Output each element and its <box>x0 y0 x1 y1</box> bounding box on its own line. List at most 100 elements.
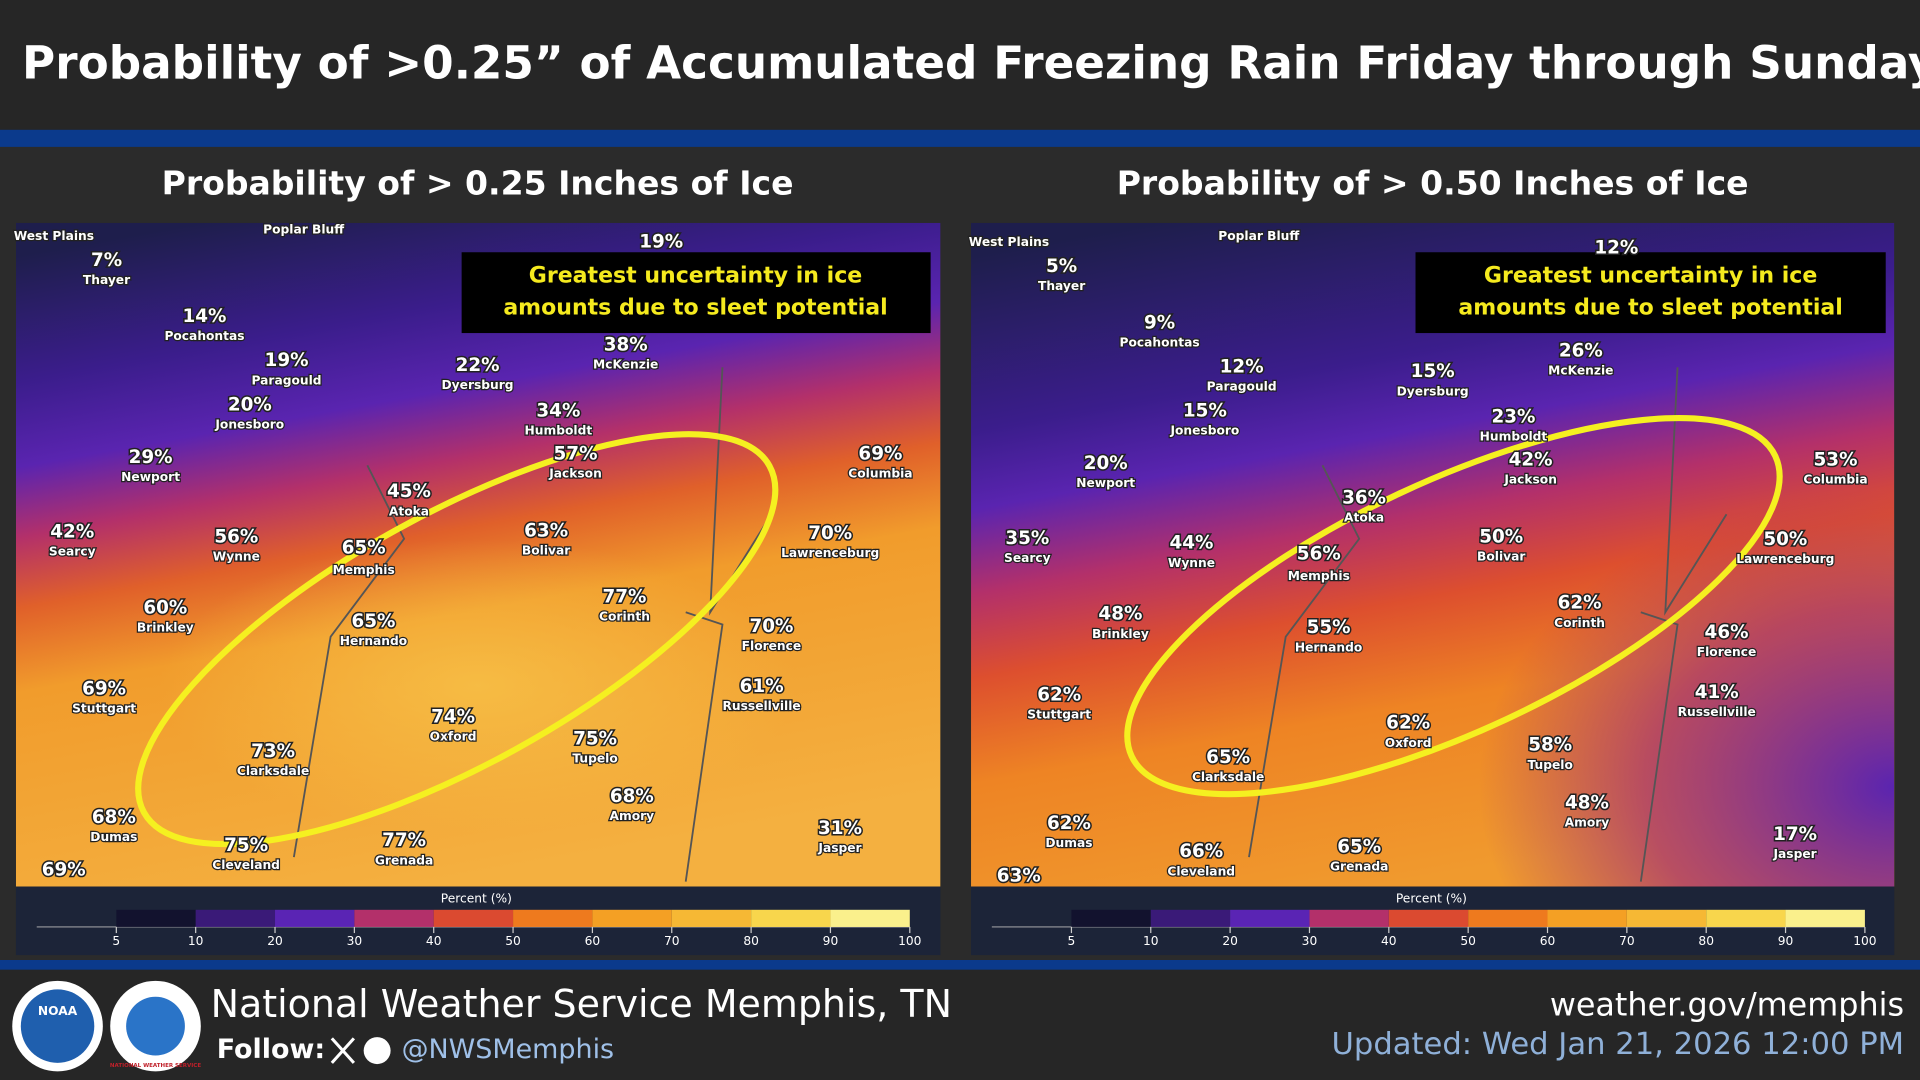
colorbar-swatch <box>513 909 593 927</box>
colorbar-swatch <box>1547 909 1627 927</box>
city-name: Russellville <box>1678 705 1756 719</box>
city-name: Jonesboro <box>214 417 284 431</box>
city-value: 50% <box>1479 527 1523 548</box>
city-name: Cleveland <box>1167 864 1235 878</box>
city-value: 15% <box>1411 361 1455 382</box>
colorbar-tick-label: 5 <box>112 934 120 948</box>
city-name: Atoka <box>1344 510 1384 524</box>
city-name: Newport <box>121 470 180 484</box>
city-name: Jonesboro <box>1169 424 1239 438</box>
colorbar-swatch <box>354 909 434 927</box>
facebook-icon[interactable] <box>363 1037 391 1065</box>
city-value: 63% <box>524 520 568 541</box>
stripe <box>0 960 1920 970</box>
city-name: Oxford <box>1385 736 1432 750</box>
city-name: Searcy <box>1004 551 1051 565</box>
colorbar-tick-label: 10 <box>1143 934 1159 948</box>
logo-text: NATIONAL WEATHER SERVICE <box>110 1063 201 1069</box>
colorbar-tick-label: 5 <box>1068 934 1076 948</box>
city-name: Jasper <box>817 841 861 855</box>
city-name: Clarksdale <box>1192 770 1264 784</box>
city-value: 20% <box>228 394 272 415</box>
colorbar-swatch <box>116 909 196 927</box>
city-name: Florence <box>1697 645 1757 659</box>
highlight-ellipse <box>1124 415 1783 798</box>
city-value: 66% <box>1179 841 1223 862</box>
colorbar-swatch <box>195 909 276 927</box>
city-value: 9% <box>1144 312 1175 333</box>
stripe <box>0 129 1920 147</box>
city-name: Atoka <box>389 504 429 518</box>
colorbar-tick-label: 80 <box>1698 934 1714 948</box>
city-value: 26% <box>1559 340 1603 361</box>
header-bg <box>0 0 1920 130</box>
colorbar-swatch <box>1468 909 1548 927</box>
colorbar-swatch <box>1388 909 1469 927</box>
city-name: Columbia <box>1803 473 1867 487</box>
city-name: Humboldt <box>525 424 593 438</box>
x-icon[interactable] <box>330 1037 356 1064</box>
colorbar-swatch <box>275 909 355 927</box>
city-name: Amory <box>610 809 655 823</box>
city-value: 73% <box>251 741 295 762</box>
url[interactable]: weather.gov/memphis <box>1550 986 1904 1024</box>
colorbar-swatch <box>751 909 831 927</box>
colorbar-tick-label: 90 <box>1778 934 1794 948</box>
city-name: Hernando <box>340 634 407 648</box>
city-name: Memphis <box>333 563 395 577</box>
colorbar-swatch <box>1230 909 1310 927</box>
city-name: Tupelo <box>1528 758 1573 772</box>
panel-title: Probability of > 0.50 Inches of Ice <box>1117 163 1749 202</box>
handle[interactable]: @NWSMemphis <box>402 1034 614 1065</box>
colorbar-tick-label: 70 <box>664 934 680 948</box>
city-value: 56% <box>214 527 258 548</box>
logo <box>126 996 185 1056</box>
colorbar-swatch <box>1071 909 1151 927</box>
title: Probability of >0.25” of Accumulated Fre… <box>22 37 1920 90</box>
city-name: Memphis <box>1288 569 1350 583</box>
colorbar-swatch <box>1309 909 1389 927</box>
callout-box <box>1415 252 1886 334</box>
city-value: 69% <box>858 443 902 464</box>
city-value: 48% <box>1098 604 1142 625</box>
colorbar-tick-label: 100 <box>1853 934 1876 948</box>
colorbar-swatch <box>830 909 910 927</box>
city-value: 50% <box>1763 529 1807 550</box>
city-value: 69% <box>82 678 126 699</box>
colorbar-tick-label: 30 <box>347 934 363 948</box>
city-name: West Plains <box>969 235 1049 249</box>
city-name: Lawrenceburg <box>1736 552 1834 566</box>
city-name: Wynne <box>1168 556 1215 570</box>
city-name: Poplar Bluff <box>1218 229 1300 243</box>
colorbar-swatch <box>433 909 514 927</box>
city-value: 65% <box>351 611 395 632</box>
colorbar-tick-label: 30 <box>1302 934 1318 948</box>
city-name: Russellville <box>723 699 801 713</box>
city-name: Stuttgart <box>72 701 136 715</box>
city-value: 44% <box>1169 533 1213 554</box>
city-value: 29% <box>129 447 173 468</box>
colorbar-swatch <box>592 909 672 927</box>
colorbar-tick-label: 50 <box>505 934 521 948</box>
callout-text: amounts due to sleet potential <box>503 296 887 321</box>
city-value: 65% <box>1206 747 1250 768</box>
callout-text: Greatest uncertainty in ice <box>529 264 862 289</box>
city-value: 57% <box>554 443 598 464</box>
city-value: 60% <box>143 598 187 619</box>
city-name: Corinth <box>599 610 650 624</box>
city-name: Paragould <box>1207 379 1277 393</box>
city-name: Cleveland <box>212 858 280 872</box>
city-value: 35% <box>1005 528 1049 549</box>
colorbar-swatch <box>1626 909 1707 927</box>
city-value: 36% <box>1342 487 1386 508</box>
city-name: Dumas <box>90 830 137 844</box>
city-value: 56% <box>1297 544 1341 565</box>
colorbar-tick-label: 20 <box>1222 934 1238 948</box>
city-value: 70% <box>749 616 793 637</box>
city-value: 41% <box>1695 682 1739 703</box>
updated: Updated: Wed Jan 21, 2026 12:00 PM <box>1332 1027 1905 1062</box>
colorbar-swatch <box>1150 909 1231 927</box>
city-value: 75% <box>224 835 268 856</box>
colorbar-tick-label: 90 <box>823 934 839 948</box>
city-value: 45% <box>387 481 431 502</box>
